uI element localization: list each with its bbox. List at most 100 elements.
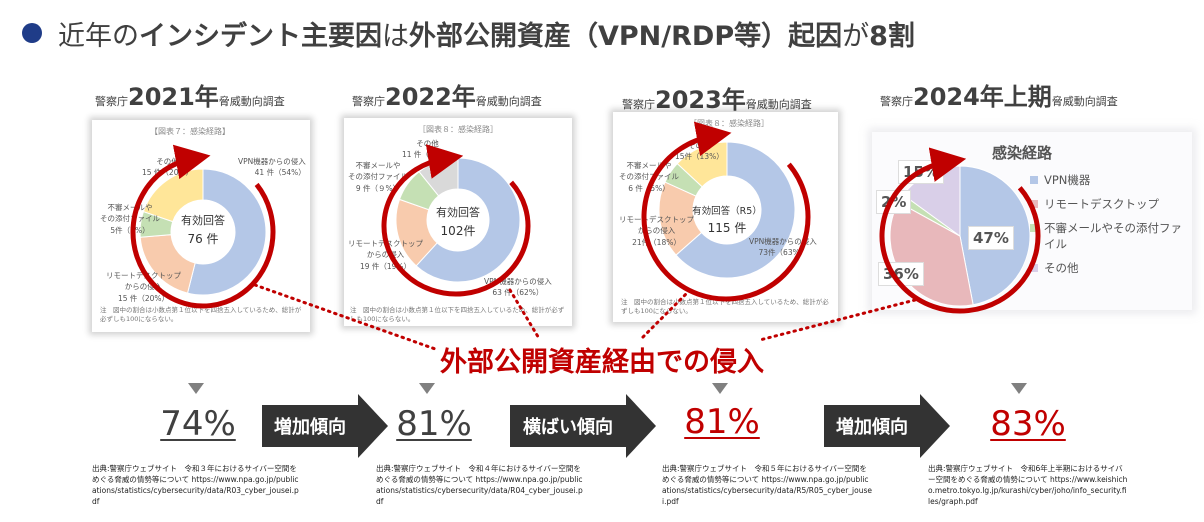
label-vpn: VPN機器からの侵入 41 件（54%） <box>238 156 306 179</box>
legend-item: 不審メールやその添付ファイル <box>1030 220 1188 252</box>
rate-2023: 81% <box>684 402 760 442</box>
label-line: リモートデスクトップ <box>619 215 694 224</box>
label-rdp: リモートデスクトップ からの侵入 21件（18%） <box>619 214 694 248</box>
legend-swatch <box>1030 224 1038 233</box>
down-triangle-icon <box>1011 383 1027 394</box>
label-line: VPN機器からの侵入 <box>749 237 817 246</box>
year-label-2024: 警察庁2024年上期脅威動向調査 <box>880 77 1118 112</box>
down-triangle-icon <box>712 383 728 394</box>
trend-arrow-1: 増加傾向 <box>262 394 388 458</box>
source-2022: 出典:警察庁ウェブサイト 令和４年におけるサイバー空間をめぐる脅威の情勢等につい… <box>376 464 583 506</box>
year-suffix: 脅威動向調査 <box>1051 95 1118 108</box>
label-line: 15 件（20%） <box>117 293 170 303</box>
slice-vpn <box>675 141 796 279</box>
legend-item: VPN機器 <box>1030 172 1188 188</box>
headline-part3: は <box>382 20 409 52</box>
label-mail: 不審メールや その添付ファイル 5件（7%） <box>100 202 160 236</box>
donut-center: 有効回答 76 件 <box>181 212 225 249</box>
rate-2024: 83% <box>990 404 1066 444</box>
year-suffix: 脅威動向調査 <box>745 98 812 111</box>
year-prefix: 警察庁 <box>352 95 385 108</box>
donut-chart-2021 <box>139 168 267 296</box>
legend-swatch <box>1030 200 1038 209</box>
label-line: 73件（63%） <box>758 248 808 258</box>
headline: 近年の インシデント主要因 は 外部公開資産（VPN/RDP等）起因 が 8割 <box>22 10 915 56</box>
label-line: VPN機器からの侵入 <box>484 277 552 286</box>
trend-label: 横ばい傾向 <box>510 405 626 447</box>
label-line: からの侵入 <box>637 226 676 236</box>
label-other: その他 15 件（20%） <box>142 156 193 179</box>
label-line: 63 件（62%） <box>492 288 544 298</box>
source-2024: 出典:警察庁ウェブサイト 令和6年上半期におけるサイバー空間をめぐる脅威の情勢に… <box>928 464 1128 506</box>
rate-2022: 81% <box>396 404 472 444</box>
trend-label: 増加傾向 <box>824 405 920 447</box>
slice-vpn <box>415 157 521 283</box>
arrow-head-icon <box>920 394 950 458</box>
label-line: 9 件（９%） <box>355 183 401 193</box>
figure-title: ［図表８：感染経路］ <box>418 125 498 134</box>
label-line: その添付ファイル <box>348 172 408 182</box>
year-value: 2023年 <box>655 86 746 114</box>
label-line: その他 <box>416 139 439 148</box>
callout-text: 外部公開資産経由での侵入 <box>440 347 764 378</box>
year-suffix: 脅威動向調査 <box>218 95 285 108</box>
trend-arrow-2: 横ばい傾向 <box>510 394 656 458</box>
year-prefix: 警察庁 <box>95 95 128 108</box>
year-value: 2021年 <box>128 83 219 111</box>
slice-vpn <box>186 168 267 296</box>
year-suffix: 脅威動向調査 <box>475 95 542 108</box>
headline-part6: 8割 <box>869 20 915 52</box>
down-triangle-icon <box>419 383 435 394</box>
headline-part2: インシデント主要因 <box>139 20 382 52</box>
label-line: その添付ファイル <box>619 172 679 182</box>
source-2021: 出典:警察庁ウェブサイト 令和３年におけるサイバー空間をめぐる脅威の情勢等につい… <box>92 464 299 506</box>
label-line: 15 件（20%） <box>142 168 194 178</box>
headline-part5: が <box>842 20 870 52</box>
chart-title: 感染経路 <box>992 144 1053 162</box>
year-label-2021: 警察庁2021年脅威動向調査 <box>95 77 285 112</box>
circular-arrows <box>130 121 1041 314</box>
rate-2021: 74% <box>160 404 236 444</box>
label-vpn: VPN機器からの侵入 73件（63%） <box>749 236 817 259</box>
label-line: 15件（13%） <box>675 152 724 162</box>
year-prefix: 警察庁 <box>622 98 655 111</box>
circular-arrow-icon <box>381 144 531 297</box>
label-line: からの侵入 <box>366 250 405 260</box>
figure-note: 注 図中の割合は小数点第１位以下を四捨五入しているため、総計が必ずしも100にな… <box>100 306 302 324</box>
label-mail: 不審メールや その添付ファイル 9 件（９%） <box>348 160 408 194</box>
label-line: 不審メールや <box>626 161 672 170</box>
year-value: 2022年 <box>385 83 476 111</box>
label-line: 不審メールや <box>107 203 153 212</box>
headline-part1: 近年の <box>58 20 139 52</box>
circular-arrow-icon <box>641 121 811 302</box>
leader-line <box>638 288 692 342</box>
center-label: 有効回答（R5） <box>692 206 762 217</box>
legend-label: リモートデスクトップ <box>1044 197 1159 212</box>
chart-legend: VPN機器 リモートデスクトップ 不審メールやその添付ファイル その他 <box>1030 172 1188 284</box>
figure-title: 【図表７：感染経路】 <box>150 127 230 136</box>
legend-swatch <box>1030 264 1038 273</box>
year-label-2022: 警察庁2022年脅威動向調査 <box>352 77 542 112</box>
label-vpn: VPN機器からの侵入 63 件（62%） <box>484 276 552 299</box>
leader-line <box>508 288 542 342</box>
center-label: 有効回答 <box>181 214 225 227</box>
trend-label: 増加傾向 <box>262 405 358 447</box>
donut-center: 有効回答（R5） 115 件 <box>689 204 765 238</box>
label-line: からの侵入 <box>124 282 163 292</box>
label-line: VPN機器からの侵入 <box>238 157 306 166</box>
label-line: その他 <box>156 157 179 166</box>
year-prefix: 警察庁 <box>880 95 913 108</box>
label-line: 不審メールや <box>355 161 401 170</box>
figure-note: 注 図中の割合は小数点第１位以下を四捨五入しているため、総計が必ずしも100にな… <box>621 298 829 316</box>
center-value: 76 件 <box>187 231 219 246</box>
label-line: 41 件（54%） <box>254 168 306 178</box>
circular-arrow-icon <box>879 147 1041 314</box>
label-line: 19 件（19%） <box>359 261 412 271</box>
leader-lines <box>253 283 917 352</box>
legend-item: その他 <box>1030 260 1188 276</box>
donut-chart-2023 <box>658 141 796 279</box>
circular-arrow-icon <box>130 144 276 309</box>
legend-item: リモートデスクトップ <box>1030 196 1188 212</box>
down-triangle-icon <box>188 383 204 394</box>
arrow-head-icon <box>626 394 656 458</box>
